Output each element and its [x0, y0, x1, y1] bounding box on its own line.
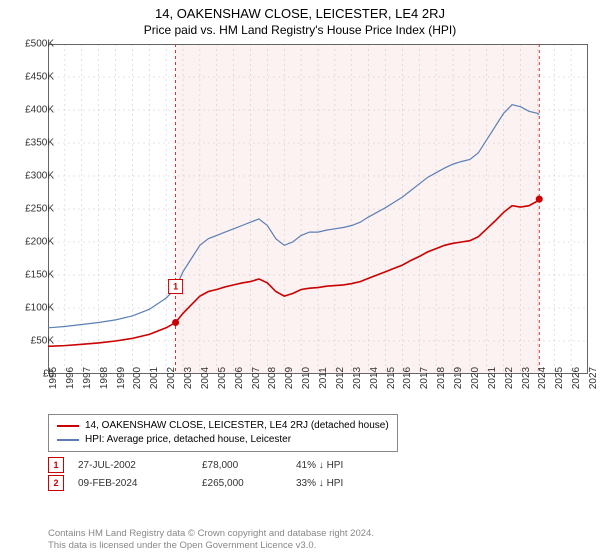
y-tick-label: £400K — [10, 105, 54, 116]
x-tick-label: 2001 — [149, 367, 160, 389]
legend-swatch — [57, 439, 79, 441]
footer-line-2: This data is licensed under the Open Gov… — [48, 540, 374, 552]
x-tick-label: 2013 — [352, 367, 363, 389]
chart-container: 14, OAKENSHAW CLOSE, LEICESTER, LE4 2RJ … — [0, 0, 600, 560]
y-tick-label: £500K — [10, 39, 54, 50]
x-tick-label: 2009 — [284, 367, 295, 389]
transaction-relation: 33% ↓ HPI — [296, 478, 376, 489]
transaction-price: £265,000 — [202, 478, 282, 489]
x-tick-label: 2008 — [267, 367, 278, 389]
footer-attribution: Contains HM Land Registry data © Crown c… — [48, 528, 374, 552]
y-tick-label: £200K — [10, 237, 54, 248]
transaction-date: 27-JUL-2002 — [78, 460, 188, 471]
svg-text:1: 1 — [173, 282, 178, 292]
x-tick-label: 2027 — [588, 367, 599, 389]
x-tick-label: 2022 — [504, 367, 515, 389]
y-tick-label: £350K — [10, 138, 54, 149]
legend-label: 14, OAKENSHAW CLOSE, LEICESTER, LE4 2RJ … — [85, 419, 389, 433]
legend-label: HPI: Average price, detached house, Leic… — [85, 433, 291, 447]
chart-svg: 12 — [48, 44, 588, 374]
x-tick-label: 2019 — [453, 367, 464, 389]
x-tick-label: 1997 — [82, 367, 93, 389]
chart-title: 14, OAKENSHAW CLOSE, LEICESTER, LE4 2RJ — [0, 0, 600, 21]
transaction-relation: 41% ↓ HPI — [296, 460, 376, 471]
y-tick-label: £250K — [10, 204, 54, 215]
x-tick-label: 2010 — [301, 367, 312, 389]
footer-line-1: Contains HM Land Registry data © Crown c… — [48, 528, 374, 540]
transaction-marker: 1 — [48, 457, 64, 473]
x-tick-label: 2018 — [436, 367, 447, 389]
x-tick-label: 2023 — [521, 367, 532, 389]
y-tick-label: £50K — [10, 336, 54, 347]
transaction-marker: 2 — [48, 475, 64, 491]
legend: 14, OAKENSHAW CLOSE, LEICESTER, LE4 2RJ … — [48, 414, 398, 452]
legend-item: 14, OAKENSHAW CLOSE, LEICESTER, LE4 2RJ … — [57, 419, 389, 433]
x-tick-label: 2024 — [537, 367, 548, 389]
x-tick-label: 2011 — [318, 367, 329, 389]
x-tick-label: 1999 — [116, 367, 127, 389]
x-tick-label: 2017 — [419, 367, 430, 389]
legend-swatch — [57, 425, 79, 427]
x-tick-label: 2002 — [166, 367, 177, 389]
y-tick-label: £150K — [10, 270, 54, 281]
y-tick-label: £100K — [10, 303, 54, 314]
transaction-price: £78,000 — [202, 460, 282, 471]
x-tick-label: 1998 — [99, 367, 110, 389]
x-tick-label: 2025 — [554, 367, 565, 389]
x-tick-label: 1995 — [48, 367, 59, 389]
x-tick-label: 2006 — [234, 367, 245, 389]
transaction-row: 2 09-FEB-2024 £265,000 33% ↓ HPI — [48, 474, 376, 492]
x-tick-label: 2007 — [251, 367, 262, 389]
x-tick-label: 1996 — [65, 367, 76, 389]
x-tick-label: 2012 — [335, 367, 346, 389]
transactions-table: 1 27-JUL-2002 £78,000 41% ↓ HPI 2 09-FEB-2024… — [48, 456, 376, 492]
x-tick-label: 2020 — [470, 367, 481, 389]
y-tick-label: £300K — [10, 171, 54, 182]
x-tick-label: 2021 — [487, 367, 498, 389]
x-tick-label: 2014 — [369, 367, 380, 389]
legend-item: HPI: Average price, detached house, Leic… — [57, 433, 389, 447]
x-tick-label: 2015 — [386, 367, 397, 389]
chart-plot-area: 12 — [48, 44, 588, 374]
transaction-row: 1 27-JUL-2002 £78,000 41% ↓ HPI — [48, 456, 376, 474]
chart-subtitle: Price paid vs. HM Land Registry's House … — [0, 21, 600, 41]
x-tick-label: 2026 — [571, 367, 582, 389]
x-tick-label: 2000 — [132, 367, 143, 389]
x-tick-label: 2003 — [183, 367, 194, 389]
x-tick-label: 2004 — [200, 367, 211, 389]
x-tick-label: 2005 — [217, 367, 228, 389]
x-tick-label: 2016 — [402, 367, 413, 389]
y-tick-label: £450K — [10, 72, 54, 83]
transaction-date: 09-FEB-2024 — [78, 478, 188, 489]
